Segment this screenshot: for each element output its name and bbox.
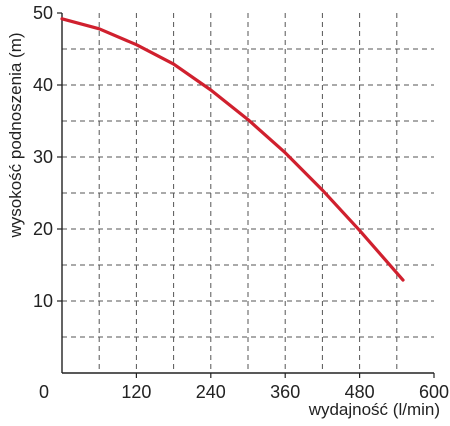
y-tick-label: 40 — [33, 75, 53, 95]
series-group — [60, 17, 405, 282]
x-axis-label: wydajność (l/min) — [308, 400, 440, 419]
x-tick-labels: 120 240 360 480 600 — [121, 382, 449, 402]
x-tick-label: 480 — [345, 382, 375, 402]
x-tick-label: 120 — [121, 382, 151, 402]
x-tick-label: 360 — [270, 382, 300, 402]
origin-label: 0 — [39, 382, 49, 402]
y-tick-labels: 10 20 30 40 50 — [33, 3, 53, 311]
y-tick-label: 30 — [33, 147, 53, 167]
axes — [57, 12, 435, 378]
y-tick-label: 50 — [33, 3, 53, 23]
y-tick-label: 20 — [33, 219, 53, 239]
x-tick-label: 240 — [196, 382, 226, 402]
y-tick-label: 10 — [33, 291, 53, 311]
x-tick-label: 600 — [419, 382, 449, 402]
series-line — [60, 17, 405, 282]
y-axis-label: wysokość podnoszenia (m) — [6, 32, 25, 238]
grid — [62, 13, 434, 373]
